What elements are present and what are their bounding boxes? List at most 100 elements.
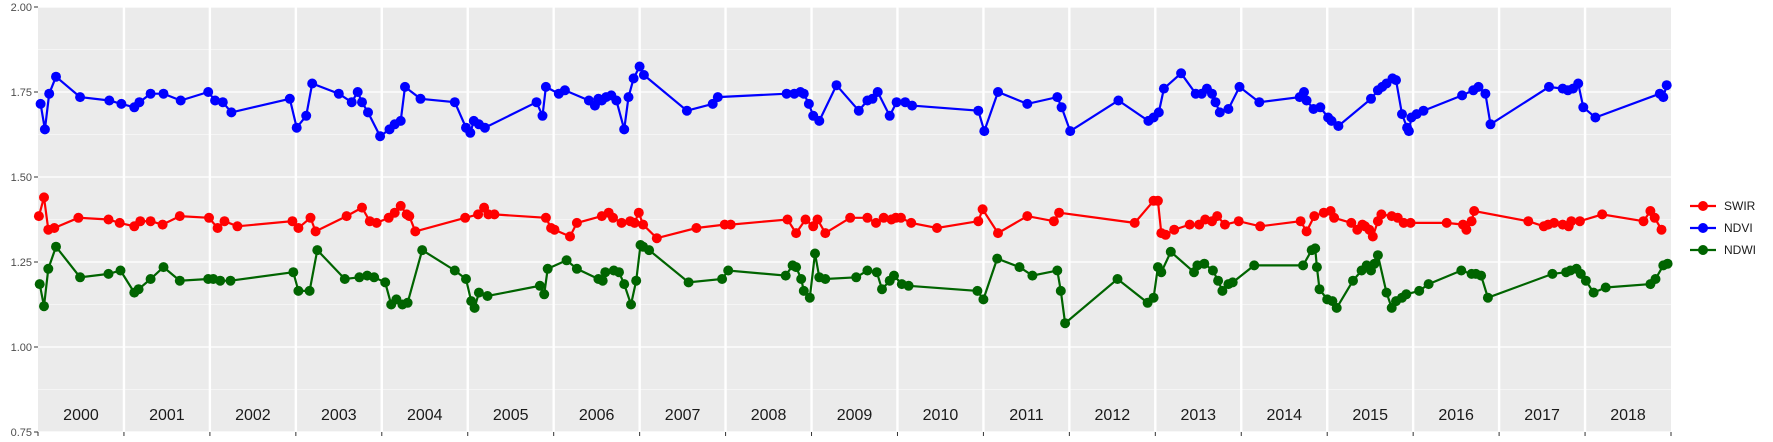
year-label: 2002 <box>235 407 271 424</box>
legend-label: SWIR <box>1724 199 1756 213</box>
year-label: 2006 <box>579 407 615 424</box>
point-ndvi <box>1391 75 1401 86</box>
point-ndwi <box>1482 292 1493 303</box>
point-ndvi <box>1299 87 1309 97</box>
year-label: 2017 <box>1524 407 1560 424</box>
point-swir <box>638 219 649 230</box>
point-swir <box>932 223 942 233</box>
point-ndvi <box>712 92 723 103</box>
point-ndwi <box>1148 292 1159 303</box>
point-swir <box>410 226 421 237</box>
point-swir <box>341 211 352 222</box>
series-ndvi <box>35 61 1672 142</box>
point-swir <box>103 214 114 225</box>
point-ndwi <box>683 277 694 288</box>
point-swir <box>357 202 367 213</box>
year-label: 2004 <box>407 407 443 424</box>
point-ndvi <box>973 105 984 116</box>
point-ndvi <box>1457 90 1468 101</box>
point-ndwi <box>1314 284 1325 295</box>
point-ndvi <box>891 97 902 108</box>
point-swir <box>1441 217 1452 228</box>
point-ndwi <box>1052 265 1063 276</box>
point-ndvi <box>333 88 344 99</box>
point-ndwi <box>804 292 815 303</box>
legend: SWIR NDVI NDWI <box>1690 199 1756 257</box>
point-swir <box>691 223 702 233</box>
point-ndwi <box>369 272 380 283</box>
point-swir <box>1169 224 1180 235</box>
point-ndvi <box>1207 88 1217 99</box>
point-ndvi <box>1254 97 1265 108</box>
point-ndwi <box>145 274 156 284</box>
point-swir <box>135 216 146 227</box>
series-ndwi <box>34 240 1673 329</box>
point-ndwi <box>225 275 236 286</box>
point-ndvi <box>134 97 145 108</box>
point-ndwi <box>571 263 582 274</box>
point-ndwi <box>1227 277 1238 288</box>
point-ndvi <box>1153 107 1164 118</box>
point-ndwi <box>1310 243 1321 254</box>
point-ndwi <box>1027 270 1038 281</box>
point-ndwi <box>402 297 413 308</box>
point-swir <box>651 233 662 244</box>
point-ndwi <box>1217 285 1228 296</box>
point-ndvi <box>1301 95 1312 106</box>
point-ndwi <box>1207 265 1218 276</box>
point-ndwi <box>1112 274 1123 284</box>
point-ndwi <box>1156 267 1167 278</box>
point-ndwi <box>380 277 391 288</box>
point-ndvi <box>798 88 809 99</box>
point-ndwi <box>1381 287 1392 298</box>
point-ndwi <box>644 245 655 256</box>
point-ndvi <box>979 126 990 137</box>
point-ndvi <box>867 93 878 104</box>
year-label: 2014 <box>1266 407 1302 424</box>
year-label: 2008 <box>751 407 787 424</box>
point-ndvi <box>175 95 186 106</box>
point-swir <box>820 228 831 239</box>
point-swir <box>1649 212 1660 223</box>
point-swir <box>993 228 1003 239</box>
point-swir <box>791 228 802 239</box>
point-ndwi <box>1369 258 1380 269</box>
point-swir <box>1152 195 1163 206</box>
point-swir <box>871 217 881 228</box>
point-ndvi <box>465 127 476 138</box>
point-swir <box>549 224 560 235</box>
point-ndwi <box>1060 318 1071 329</box>
point-ndwi <box>174 275 185 286</box>
point-swir <box>1255 221 1266 232</box>
point-ndwi <box>717 274 728 284</box>
point-ndvi <box>884 110 895 121</box>
legend-marker <box>1698 223 1708 233</box>
point-swir <box>473 209 484 220</box>
point-swir <box>540 212 551 223</box>
point-ndvi <box>559 85 570 96</box>
point-ndwi <box>539 289 550 300</box>
point-ndwi <box>158 262 169 273</box>
point-swir <box>1301 226 1312 237</box>
point-ndvi <box>681 105 692 116</box>
point-swir <box>1461 224 1472 235</box>
legend-label: NDWI <box>1724 243 1756 257</box>
point-swir <box>1160 229 1171 240</box>
point-swir <box>800 214 811 225</box>
point-ndvi <box>853 105 864 116</box>
point-swir <box>39 192 49 203</box>
axes: 0.75 1.00 1.25 1.50 1.75 2.00 <box>11 2 1672 439</box>
point-swir <box>395 200 406 211</box>
point-ndwi <box>877 284 887 295</box>
point-ndwi <box>978 294 989 305</box>
point-ndvi <box>781 88 792 99</box>
point-swir <box>305 212 316 223</box>
point-ndvi <box>145 88 156 99</box>
point-ndvi <box>104 95 115 106</box>
point-ndvi <box>907 100 918 111</box>
legend-item-ndvi: NDVI <box>1690 221 1753 235</box>
point-ndvi <box>1397 109 1407 120</box>
point-ndvi <box>1052 92 1063 103</box>
point-swir <box>782 214 793 225</box>
y-tick-label: 0.75 <box>11 427 32 439</box>
